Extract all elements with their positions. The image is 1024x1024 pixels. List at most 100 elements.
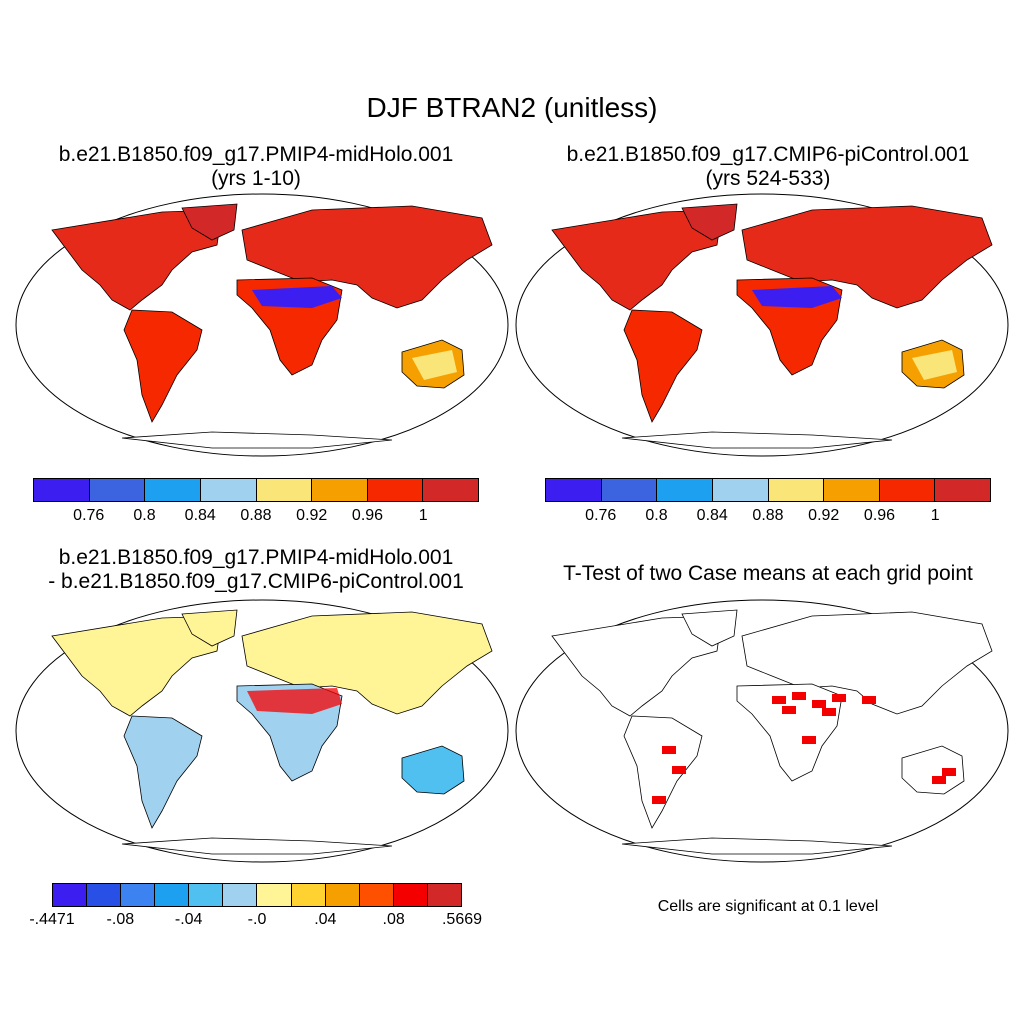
colorbar-box (145, 479, 201, 501)
colorbar-box (657, 479, 713, 501)
significant-cell (812, 700, 826, 708)
panel-3-title-line2: - b.e21.B1850.f09_g17.CMIP6-piControl.00… (48, 570, 464, 593)
significant-cell (942, 768, 956, 776)
colorbar-box (257, 884, 292, 906)
picontrol-antarctica (621, 431, 893, 449)
colorbar-box (325, 884, 360, 906)
colorbar-tick-label: 1 (418, 507, 428, 524)
colorbar-box (312, 479, 368, 501)
australia-interior-patch (912, 350, 957, 380)
main-title: DJF BTRAN2 (unitless) (366, 92, 658, 123)
colorbar-picontrol-labels: 0.76 0.8 0.84 0.88 0.92 0.96 1 (545, 507, 991, 527)
colorbar-box (189, 884, 224, 906)
panel-4-title: T-Test of two Case means at each grid po… (512, 562, 1024, 586)
map-ttest (515, 599, 1009, 863)
colorbar-box (223, 884, 258, 906)
picontrol-south-america (623, 309, 703, 423)
colorbar-box (879, 479, 936, 501)
colorbar-box (34, 479, 90, 501)
panel-4-title-line1: T-Test of two Case means at each grid po… (563, 562, 973, 585)
midholo-greenland (181, 203, 238, 241)
colorbar-tick-label: 0.92 (808, 507, 840, 524)
map-midholo (15, 193, 509, 457)
significant-cell (672, 766, 686, 774)
midholo-south-america (123, 309, 203, 423)
colorbar-tick-label: .04 (314, 911, 337, 928)
colorbar-box (53, 884, 88, 906)
colorbar-box (87, 884, 122, 906)
colorbar-tick-label: -.04 (174, 911, 203, 928)
colorbar-box (601, 479, 658, 501)
colorbar-box (768, 479, 825, 501)
panel-1-title-line2: (yrs 1-10) (211, 167, 301, 190)
difference-south-america (123, 715, 203, 829)
panel-1-title-line1: b.e21.B1850.f09_g17.PMIP4-midHolo.001 (58, 143, 454, 166)
colorbar-tick-label: 0.96 (863, 507, 896, 524)
midholo-eurasia (241, 205, 493, 309)
colorbar-tick-label: .5669 (441, 911, 483, 928)
colorbar-box (546, 479, 602, 501)
australia-interior-patch (412, 350, 457, 380)
colorbar-box (121, 884, 156, 906)
significant-cell (652, 796, 666, 804)
colorbar-tick-label: 1 (930, 507, 940, 524)
picontrol-greenland (681, 203, 738, 241)
colorbar-box (393, 884, 428, 906)
colorbar-picontrol (545, 478, 991, 502)
colorbar-tick-label: 0.76 (585, 507, 617, 524)
significant-cell (662, 746, 676, 754)
significant-cell (772, 696, 786, 704)
ttest-south-america (623, 715, 703, 829)
panel-3-title: b.e21.B1850.f09_g17.PMIP4-midHolo.001 - … (0, 546, 512, 594)
midholo-antarctica (121, 431, 393, 449)
colorbar-tick-label: 0.8 (133, 507, 156, 524)
colorbar-difference-labels: -.4471 -.08 -.04 -.0 .04 .08 .5669 (29, 911, 482, 931)
colorbar-difference (52, 883, 462, 907)
colorbar-box (367, 479, 424, 501)
panel-3-title-line1: b.e21.B1850.f09_g17.PMIP4-midHolo.001 (58, 546, 454, 569)
colorbar-tick-label: .08 (382, 911, 405, 928)
colorbar-box (155, 884, 190, 906)
panel-2-title-line2: (yrs 524-533) (705, 167, 831, 190)
significant-cell (832, 694, 846, 702)
significant-cell (822, 708, 836, 716)
difference-antarctica (121, 837, 393, 855)
colorbar-box (427, 884, 461, 906)
colorbar-tick-label: -.0 (247, 911, 267, 928)
difference-greenland (181, 609, 238, 647)
colorbar-box (89, 479, 146, 501)
picontrol-eurasia (741, 205, 993, 309)
colorbar-box (291, 884, 326, 906)
colorbar-tick-label: 0.76 (73, 507, 105, 524)
colorbar-box (200, 479, 257, 501)
panel-1-title: b.e21.B1850.f09_g17.PMIP4-midHolo.001 (y… (0, 143, 512, 191)
significant-cell (792, 692, 806, 700)
sahara-patch (752, 286, 842, 308)
ttest-australia (901, 745, 965, 795)
significance-note: Cells are significant at 0.1 level (657, 898, 879, 915)
colorbar-tick-label: 0.8 (645, 507, 668, 524)
panel-2-title: b.e21.B1850.f09_g17.CMIP6-piControl.001 … (512, 143, 1024, 191)
colorbar-tick-label: 0.88 (752, 507, 784, 524)
colorbar-box (359, 884, 394, 906)
colorbar-box (256, 479, 313, 501)
map-difference (15, 599, 509, 863)
difference-australia (401, 745, 465, 795)
ttest-eurasia (741, 611, 993, 715)
colorbar-box (712, 479, 769, 501)
colorbar-tick-label: 0.92 (296, 507, 328, 524)
colorbar-tick-label: 0.88 (240, 507, 272, 524)
significant-cell (862, 696, 876, 704)
colorbar-midholo (33, 478, 479, 502)
colorbar-tick-label: -.4471 (29, 911, 75, 928)
colorbar-tick-label: 0.96 (351, 507, 384, 524)
colorbar-midholo-labels: 0.76 0.8 0.84 0.88 0.92 0.96 1 (33, 507, 479, 527)
ttest-antarctica (621, 837, 893, 855)
sahara-patch (252, 286, 342, 308)
colorbar-tick-label: -.08 (106, 911, 135, 928)
significant-cell (802, 736, 816, 744)
map-picontrol (515, 193, 1009, 457)
colorbar-tick-label: 0.84 (184, 507, 216, 524)
significant-cell (782, 706, 796, 714)
colorbar-box (824, 479, 880, 501)
